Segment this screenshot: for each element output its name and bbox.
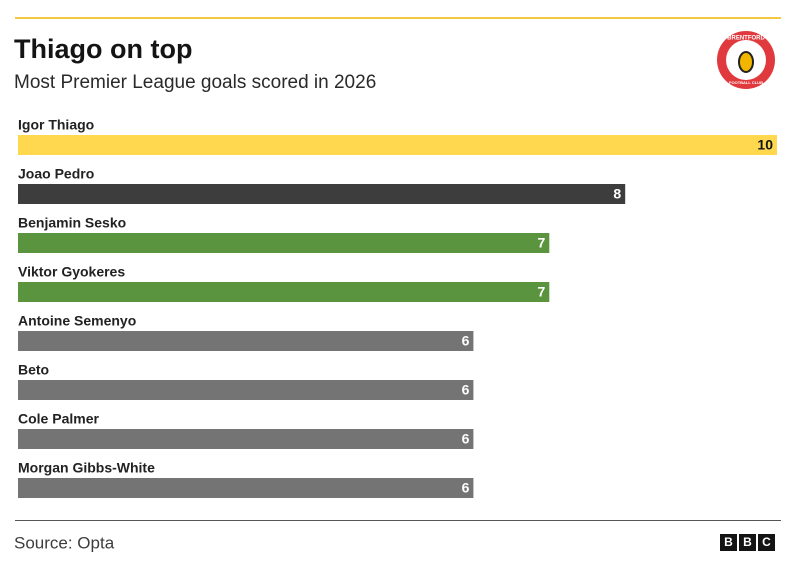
category-label: Morgan Gibbs-White — [18, 460, 155, 476]
value-label: 6 — [462, 382, 470, 398]
logo-box — [739, 534, 756, 551]
badge-text: FOOTBALL CLUB — [729, 80, 763, 85]
badge-bee — [738, 51, 754, 73]
category-label: Benjamin Sesko — [18, 215, 126, 231]
bottom-rule — [15, 520, 781, 521]
bar — [18, 184, 626, 204]
bar — [18, 282, 550, 302]
source: Source: Opta — [14, 533, 115, 552]
logo-letter: B — [743, 535, 752, 549]
value-label: 8 — [613, 186, 621, 202]
value-label: 7 — [538, 284, 546, 300]
logo-letter: C — [762, 535, 771, 549]
bar — [18, 233, 550, 253]
logo-box — [758, 534, 775, 551]
bar — [18, 135, 777, 155]
value-label: 6 — [462, 480, 470, 496]
top-rule — [15, 17, 781, 19]
chart-subtitle: Most Premier League goals scored in 2026 — [14, 72, 376, 93]
category-label: Viktor Gyokeres — [18, 264, 125, 280]
category-label: Beto — [18, 362, 49, 378]
category-label: Antoine Semenyo — [18, 313, 136, 329]
value-label: 6 — [462, 333, 470, 349]
club-badge: BRENTFORD FOOTBALL CLUB — [717, 31, 775, 89]
bar — [18, 429, 474, 449]
value-label: 6 — [462, 431, 470, 447]
category-label: Joao Pedro — [18, 166, 94, 182]
logo-letter: B — [724, 535, 733, 549]
value-label: 10 — [757, 137, 773, 153]
value-label: 7 — [538, 235, 546, 251]
bar — [18, 478, 474, 498]
logo-box — [720, 534, 737, 551]
bar — [18, 331, 474, 351]
badge-text: BRENTFORD — [727, 36, 765, 42]
category-label: Cole Palmer — [18, 411, 99, 427]
bar — [18, 380, 474, 400]
chart-title: Thiago on top — [14, 34, 192, 64]
category-label: Igor Thiago — [18, 117, 94, 133]
